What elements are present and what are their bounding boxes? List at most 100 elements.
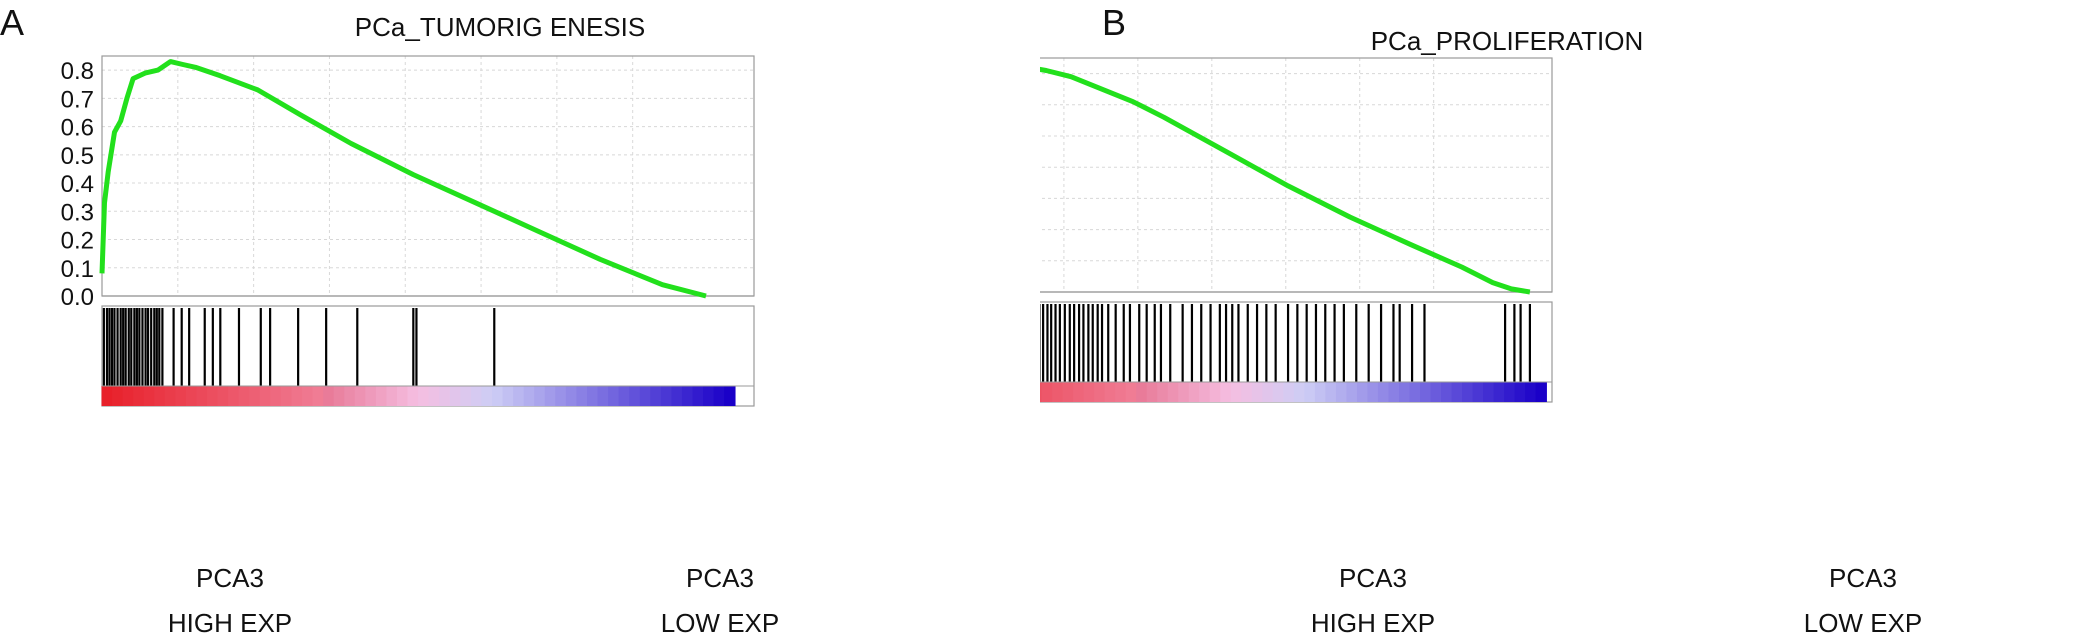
heatmap-cell bbox=[1115, 382, 1127, 402]
heatmap-cell bbox=[544, 386, 557, 406]
heatmap-cell bbox=[323, 386, 335, 406]
heatmap-cell bbox=[154, 386, 166, 406]
heatmap-cell bbox=[586, 386, 599, 406]
heatmap-cell bbox=[207, 386, 219, 406]
high-exp-gene-label: PCA3 bbox=[196, 563, 264, 593]
heatmap-cell bbox=[1283, 382, 1295, 402]
heatmap-cell bbox=[228, 386, 240, 406]
heatmap-cell bbox=[238, 386, 251, 406]
low-exp-gene-label: PCA3 bbox=[686, 563, 754, 593]
heatmap-cell bbox=[629, 386, 641, 406]
heatmap-cell bbox=[291, 386, 303, 406]
low-exp-gene-label: PCA3 bbox=[1829, 563, 1897, 593]
heatmap-cell bbox=[703, 386, 715, 406]
heatmap-cell bbox=[439, 386, 451, 406]
heatmap-cell bbox=[1230, 382, 1243, 402]
heatmap-cell bbox=[1178, 382, 1190, 402]
high-exp-label: HIGH EXP bbox=[167, 608, 293, 638]
heatmap-cell bbox=[523, 386, 536, 406]
heatmap-cell bbox=[133, 386, 145, 406]
enrichment-curve bbox=[99, 59, 707, 299]
heatmap-cell bbox=[1325, 382, 1337, 402]
heatmap-cell bbox=[101, 386, 113, 406]
heatmap-cell bbox=[1430, 382, 1442, 402]
enrichment-curve bbox=[1040, 66, 1531, 295]
heatmap-cell bbox=[365, 386, 377, 406]
heatmap-cell bbox=[1346, 382, 1358, 402]
y-tick-label: 0.8 bbox=[61, 58, 94, 85]
heatmap-cell bbox=[1104, 382, 1117, 402]
heatmap-cell bbox=[1525, 382, 1537, 402]
heatmap-cell bbox=[396, 386, 409, 406]
plot-frame bbox=[101, 55, 755, 297]
heatmap-cell bbox=[418, 386, 430, 406]
gsea-panel-a: A PCa_TUMORIG ENESIS 0.0 0.1 0.2 0.3 0.4 0.5 0… bbox=[0, 2, 780, 638]
heatmap-cell bbox=[1052, 382, 1064, 402]
heatmap-cell bbox=[692, 386, 704, 406]
y-tick-label: 0.2 bbox=[61, 228, 94, 255]
heatmap-cell bbox=[1241, 382, 1253, 402]
y-tick-label: 0.6 bbox=[61, 115, 94, 142]
heatmap-cell bbox=[1335, 382, 1348, 402]
heatmap-cell bbox=[259, 386, 272, 406]
heatmap-cell bbox=[713, 386, 725, 406]
heatmap-cell bbox=[555, 386, 567, 406]
heatmap-cell bbox=[1367, 382, 1379, 402]
heatmap-cell bbox=[1314, 382, 1327, 402]
grid bbox=[102, 56, 754, 296]
y-tick-label: 0.1 bbox=[61, 256, 94, 283]
heatmap-cell bbox=[143, 386, 156, 406]
heatmap-cell bbox=[1040, 382, 1043, 402]
heatmap-cell bbox=[1199, 382, 1211, 402]
heatmap-cell bbox=[1146, 382, 1159, 402]
heatmap-cell bbox=[1094, 382, 1106, 402]
high-exp-gene-label: PCA3 bbox=[1339, 563, 1407, 593]
heatmap-cell bbox=[1504, 382, 1516, 402]
heatmap-cell bbox=[1441, 382, 1453, 402]
heatmap-cell bbox=[280, 386, 293, 406]
gsea-plot-a: 0.00.10.20.30.40.50.60.70.8 bbox=[61, 55, 755, 407]
heatmap-cell bbox=[1462, 382, 1474, 402]
heatmap-cell bbox=[1304, 382, 1316, 402]
heatmap-cell bbox=[354, 386, 367, 406]
heatmap-cell bbox=[1073, 382, 1085, 402]
chart-title: PCa_TUMORIG ENESIS bbox=[354, 12, 646, 42]
heatmap-cell bbox=[1272, 382, 1285, 402]
chart-title: PCa_PROLIFERATION bbox=[1370, 26, 1644, 56]
heatmap-cell bbox=[534, 386, 546, 406]
panel-letter: B bbox=[1102, 2, 1127, 43]
low-exp-label: LOW EXP bbox=[1803, 608, 1923, 638]
heatmap-cell bbox=[312, 386, 324, 406]
heatmap-cell bbox=[460, 386, 472, 406]
heatmap-cell bbox=[650, 386, 662, 406]
heatmap-cell bbox=[513, 386, 525, 406]
heatmap-cell bbox=[185, 386, 198, 406]
heatmap-cell bbox=[1209, 382, 1222, 402]
heatmap-cell bbox=[1472, 382, 1484, 402]
heatmap-cell bbox=[196, 386, 208, 406]
y-tick-label: 0.4 bbox=[61, 171, 94, 198]
heatmap-cell bbox=[1419, 382, 1432, 402]
heatmap-cell bbox=[1451, 382, 1463, 402]
heatmap-cell bbox=[1262, 382, 1274, 402]
gsea-panel-b: B PCa_PROLIFERATION 0.00.10.20.30.40.50.… bbox=[1040, 0, 2080, 640]
heatmap-cell bbox=[249, 386, 261, 406]
y-tick-label: 0.7 bbox=[61, 86, 94, 113]
heatmap-cell bbox=[1136, 382, 1148, 402]
heatmap-cell bbox=[449, 386, 462, 406]
heatmap-cell bbox=[470, 386, 483, 406]
heatmap-cell bbox=[681, 386, 694, 406]
rank-heatmap bbox=[1040, 382, 1547, 402]
heatmap-cell bbox=[1157, 382, 1169, 402]
heatmap-cell bbox=[576, 386, 588, 406]
heatmap-cell bbox=[597, 386, 609, 406]
heatmap-cell bbox=[302, 386, 314, 406]
heatmap-cell bbox=[481, 386, 493, 406]
heatmap-cell bbox=[1398, 382, 1411, 402]
y-tick-label: 0.0 bbox=[61, 284, 94, 311]
heatmap-cell bbox=[1220, 382, 1232, 402]
y-tick-label: 0.3 bbox=[61, 199, 94, 226]
low-exp-label: LOW EXP bbox=[660, 608, 780, 638]
heatmap-cell bbox=[333, 386, 346, 406]
gsea-plot-b: 0.00.10.20.30.40.50.60.7 bbox=[1040, 57, 1553, 403]
